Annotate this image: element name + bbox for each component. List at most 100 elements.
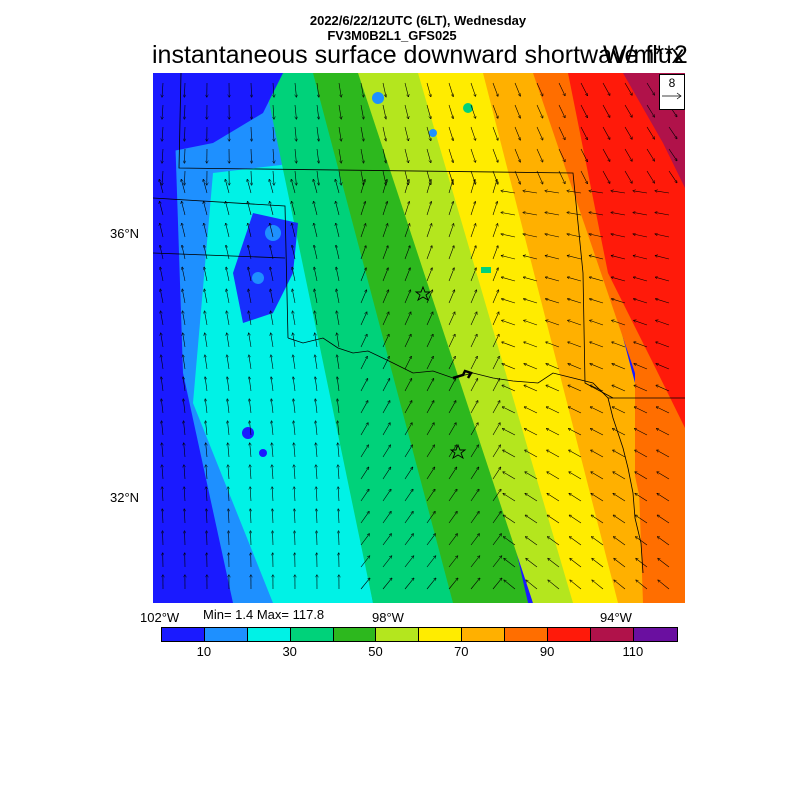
wind-vector [448, 224, 454, 238]
wind-vector [547, 429, 560, 436]
wind-vector [248, 289, 252, 304]
wind-vector [205, 333, 208, 348]
wind-vector [225, 180, 230, 194]
wind-vector [382, 401, 390, 414]
wind-vector [316, 509, 317, 524]
colorbar-swatch [462, 628, 506, 641]
wind-vector [448, 489, 457, 502]
wind-vector [547, 450, 560, 458]
wind-vector [337, 311, 340, 326]
wind-vector [580, 82, 587, 96]
wind-vector [184, 421, 186, 436]
wind-vector [589, 256, 604, 260]
wind-vector [514, 126, 520, 140]
wind-vector [448, 379, 456, 392]
wind-vector [314, 223, 318, 238]
wind-vector [502, 407, 516, 414]
wind-vector [161, 377, 164, 392]
wind-vector [656, 277, 670, 282]
wind-vector [548, 559, 560, 568]
wind-vector [547, 494, 560, 502]
wind-vector [636, 537, 648, 546]
wind-vector [382, 445, 390, 458]
wind-vector [545, 191, 560, 194]
wind-vector [270, 223, 274, 238]
wind-vector [502, 299, 516, 304]
wind-vector [536, 82, 543, 96]
wind-vector [514, 104, 520, 118]
wind-vector [184, 148, 185, 163]
wind-vector [492, 268, 498, 282]
wind-vector [426, 82, 431, 97]
wind-vector [611, 256, 626, 260]
wind-vector [492, 556, 502, 568]
wind-vector [492, 423, 500, 436]
wind-vector [404, 534, 413, 546]
wind-vector [162, 104, 163, 119]
wind-vector [251, 126, 252, 141]
wind-vector [568, 342, 582, 348]
wind-vector [315, 355, 318, 370]
wind-vector [501, 234, 516, 238]
wind-vector [558, 148, 565, 162]
wind-vector [338, 509, 339, 524]
wind-vector [184, 82, 185, 97]
wind-vector [547, 472, 560, 480]
wind-vector [162, 148, 163, 163]
wind-vector [568, 277, 582, 282]
wind-vector [316, 465, 317, 480]
wind-vector [470, 512, 479, 524]
wind-vector [295, 104, 296, 119]
wind-vector [251, 531, 252, 546]
wind-vector [250, 465, 251, 480]
wind-vector [633, 212, 648, 216]
wind-vector [360, 268, 366, 282]
wind-vector [382, 290, 389, 304]
wind-vector [426, 578, 436, 590]
wind-vector [470, 268, 476, 282]
wind-vector [226, 289, 230, 304]
wind-vector [404, 224, 410, 238]
wind-vector [315, 333, 318, 348]
wind-vector [634, 407, 648, 414]
wind-vector [602, 126, 610, 139]
wind-vector [207, 531, 208, 546]
wind-vector [184, 487, 185, 502]
wind-vector [360, 290, 367, 304]
wind-vector [292, 245, 296, 260]
wind-vector [271, 355, 274, 370]
wind-vector [404, 170, 408, 185]
wind-vector [501, 191, 516, 194]
wind-vector [524, 407, 538, 414]
wind-vector [272, 487, 273, 502]
wind-vector [314, 289, 318, 304]
colorbar-swatch [204, 628, 248, 641]
wind-vector [558, 126, 565, 140]
wind-vector [470, 202, 475, 216]
wind-vector [546, 364, 560, 370]
wind-vector [227, 311, 230, 326]
wind-vector [295, 170, 296, 185]
wind-vector [591, 494, 604, 502]
wind-vector [448, 401, 456, 414]
wind-vector [591, 472, 604, 480]
wind-vector [523, 212, 538, 216]
wind-vector [227, 333, 230, 348]
wind-vector [271, 377, 274, 392]
wind-vector [448, 445, 456, 458]
wind-vector [536, 104, 543, 118]
colorbar-swatch [548, 628, 591, 641]
lon-label-98w: 98°W [372, 610, 404, 625]
wind-vector [656, 342, 670, 348]
wind-vector [611, 234, 626, 238]
wind-vector [294, 509, 295, 524]
wind-vector [317, 531, 318, 546]
colorbar [161, 627, 678, 642]
wind-vector [404, 312, 411, 326]
wind-vector [568, 364, 582, 370]
wind-vector [360, 489, 369, 502]
lat-label-32n: 32°N [110, 490, 140, 505]
wind-vector [273, 104, 274, 119]
wind-vector [546, 385, 560, 392]
wind-vector [226, 223, 230, 238]
